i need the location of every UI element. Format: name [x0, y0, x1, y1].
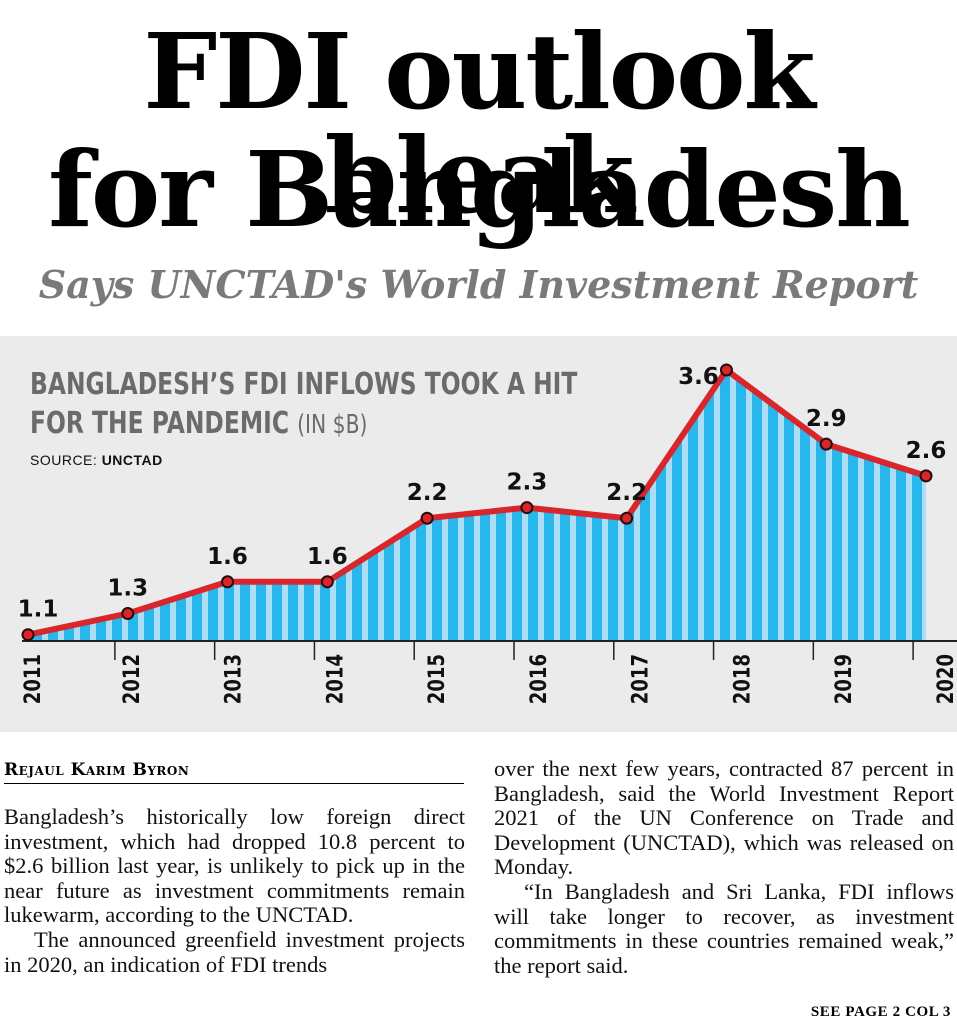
data-label: 1.6 [207, 544, 248, 570]
article-paragraph: The announced greenfield investment proj… [4, 926, 465, 977]
source-name: UNCTAD [101, 452, 163, 468]
chart-title-text: FOR THE PANDEMIC [30, 406, 289, 441]
data-point [121, 607, 135, 621]
chart-source: SOURCE: UNCTAD [30, 452, 163, 468]
byline: Rejaul Karim Byron [4, 760, 464, 784]
x-tick-label: 2016 [525, 654, 551, 704]
data-point [520, 501, 534, 515]
data-point [21, 628, 35, 642]
fdi-area-chart: 1.1 2011 1.3 2012 1.6 2013 1.6 2014 2.2 2015 2.3 20… [18, 363, 957, 704]
data-label: 2.3 [507, 470, 548, 496]
series-line [25, 367, 929, 638]
x-tick-label: 2012 [118, 654, 144, 704]
continuation-note: SEE PAGE 2 COL 3 [810, 1004, 951, 1020]
article-paragraph: “In Bangladesh and Sri Lanka, FDI inflow… [494, 878, 954, 978]
subheadline: Says UNCTAD's World Investment Report [38, 262, 919, 307]
x-tick-label: 2018 [729, 654, 755, 704]
chart-title-line-2: FOR THE PANDEMIC (IN $B) [30, 409, 367, 439]
data-label: 2.2 [407, 480, 448, 506]
data-point [420, 511, 434, 525]
article-column-1: Bangladesh’s historically low foreign di… [4, 804, 465, 977]
data-point [221, 575, 235, 589]
x-tick-label: 2013 [220, 654, 246, 704]
data-label: 1.3 [107, 576, 148, 602]
area-fill [28, 370, 926, 640]
data-label: 2.9 [806, 406, 847, 432]
x-tick-label: 2019 [830, 654, 856, 704]
chart-title-line-1: BANGLADESH’S FDI INFLOWS TOOK A HIT [30, 367, 578, 402]
article-paragraph: Bangladesh’s historically low foreign di… [4, 804, 465, 928]
x-tick-label: 2011 [19, 654, 45, 704]
data-label: 2.2 [606, 480, 647, 506]
source-label: SOURCE: [30, 452, 98, 468]
data-label: 1.6 [307, 544, 348, 570]
article-column-2: over the next few years, contracted 87 p… [494, 756, 954, 978]
headline-line-1: FDI outlook bleak [143, 10, 815, 237]
article-paragraph: over the next few years, contracted 87 p… [494, 756, 954, 880]
x-tick-label: 2020 [932, 654, 957, 704]
x-tick-label: 2017 [627, 654, 653, 704]
chart-panel: BANGLADESH’S FDI INFLOWS TOOK A HIT FOR … [0, 336, 957, 732]
data-point [919, 469, 933, 483]
data-label: 1.1 [18, 597, 59, 623]
x-tick-label: 2015 [423, 654, 449, 704]
x-tick-label: 2014 [322, 654, 348, 704]
data-point [320, 575, 334, 589]
chart-unit: (IN $B) [297, 410, 368, 440]
headline-line-2: for Bangladesh [48, 128, 911, 251]
data-label: 2.6 [906, 438, 947, 464]
data-label: 3.6 [678, 364, 719, 390]
data-point [620, 511, 634, 525]
data-point [819, 437, 833, 451]
data-point [719, 363, 733, 377]
